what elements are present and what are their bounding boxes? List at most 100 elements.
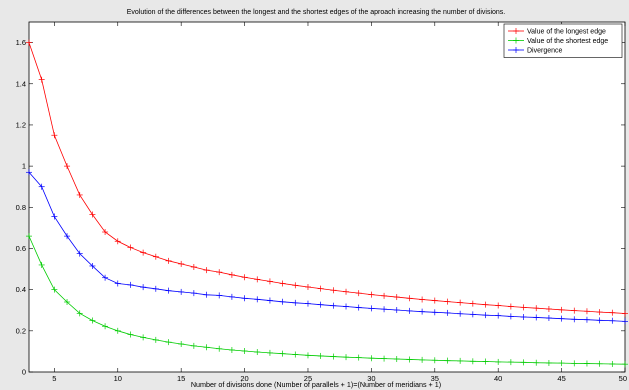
series-2 [26, 169, 628, 325]
data-point [89, 317, 96, 324]
data-point [38, 76, 45, 83]
data-point [533, 305, 540, 312]
data-point [266, 349, 273, 356]
data-point [190, 342, 197, 349]
data-point [76, 191, 83, 198]
data-point [583, 308, 590, 315]
x-tick-label: 15 [177, 374, 185, 383]
x-axis-label: Number of divisions done (Number of para… [191, 380, 441, 389]
data-point [457, 310, 464, 317]
data-point [343, 354, 350, 361]
data-point [444, 298, 451, 305]
data-point [102, 229, 109, 235]
data-point [266, 297, 273, 304]
x-tick-label: 45 [557, 374, 565, 383]
data-point [165, 257, 172, 264]
data-point [140, 334, 147, 341]
data-point [317, 352, 324, 359]
series-layer [26, 39, 628, 368]
data-point [292, 351, 299, 358]
data-point [165, 339, 172, 346]
x-tick-label: 10 [114, 374, 122, 383]
y-tick-label: 0.4 [16, 285, 26, 294]
data-point [178, 288, 185, 295]
data-point [114, 327, 121, 334]
data-point [203, 267, 210, 274]
data-point [507, 313, 514, 320]
data-point [507, 303, 514, 310]
data-point [406, 356, 413, 363]
x-tick-label: 25 [304, 374, 312, 383]
data-point [26, 233, 32, 240]
data-point [381, 355, 388, 362]
data-point [279, 298, 286, 305]
data-point [266, 278, 273, 285]
data-point [51, 286, 58, 293]
data-point [558, 360, 565, 367]
data-point [368, 291, 375, 298]
data-point [444, 357, 451, 364]
legend-label: Value of the shortest edge [527, 38, 608, 45]
data-point [241, 348, 248, 354]
data-point [254, 349, 261, 356]
x-tick-label: 50 [619, 374, 627, 383]
data-point [203, 291, 210, 298]
data-point [330, 302, 337, 309]
data-point [406, 295, 413, 302]
data-point [64, 163, 71, 170]
data-point [457, 357, 464, 364]
x-tick-label: 40 [494, 374, 502, 383]
data-point [368, 305, 375, 312]
data-point [127, 331, 134, 338]
y-tick-label: 1.2 [16, 121, 26, 130]
data-point [495, 302, 502, 309]
data-point [571, 360, 578, 367]
data-point [102, 274, 109, 281]
data-point [254, 276, 261, 283]
data-point [216, 292, 223, 299]
data-point [152, 336, 159, 343]
data-point [114, 280, 121, 287]
data-point [469, 311, 476, 318]
data-point [304, 300, 311, 307]
data-point [254, 296, 261, 303]
data-point [419, 296, 426, 303]
data-point [381, 292, 388, 299]
data-point [431, 357, 438, 364]
data-point [558, 315, 565, 322]
data-point [520, 314, 527, 321]
data-point [558, 306, 565, 313]
data-point [622, 310, 628, 317]
data-point [317, 285, 324, 292]
data-point [330, 353, 337, 360]
x-axis: 5 10 15 20 25 30 35 40 45 50 [52, 22, 627, 383]
data-point [241, 274, 248, 281]
data-point [495, 358, 502, 365]
data-point [343, 303, 350, 310]
data-point [419, 308, 426, 315]
data-point [330, 287, 337, 294]
data-point [292, 282, 299, 289]
y-tick-label: 0.6 [16, 244, 26, 253]
data-point [596, 360, 603, 367]
x-tick-label: 35 [431, 374, 439, 383]
data-point [431, 309, 438, 316]
data-point [368, 355, 375, 362]
data-point [393, 294, 400, 301]
data-point [355, 304, 362, 311]
data-point [507, 359, 514, 366]
data-point [152, 253, 159, 260]
data-point [152, 285, 159, 292]
data-point [622, 318, 628, 325]
data-point [406, 307, 413, 314]
x-tick-label: 5 [52, 374, 56, 383]
data-point [241, 295, 248, 302]
data-point [140, 284, 147, 291]
data-point [381, 306, 388, 313]
data-point [533, 359, 540, 366]
data-point [393, 307, 400, 314]
data-point [482, 312, 489, 319]
data-point [545, 359, 552, 366]
data-point [292, 299, 299, 306]
data-point [393, 356, 400, 363]
